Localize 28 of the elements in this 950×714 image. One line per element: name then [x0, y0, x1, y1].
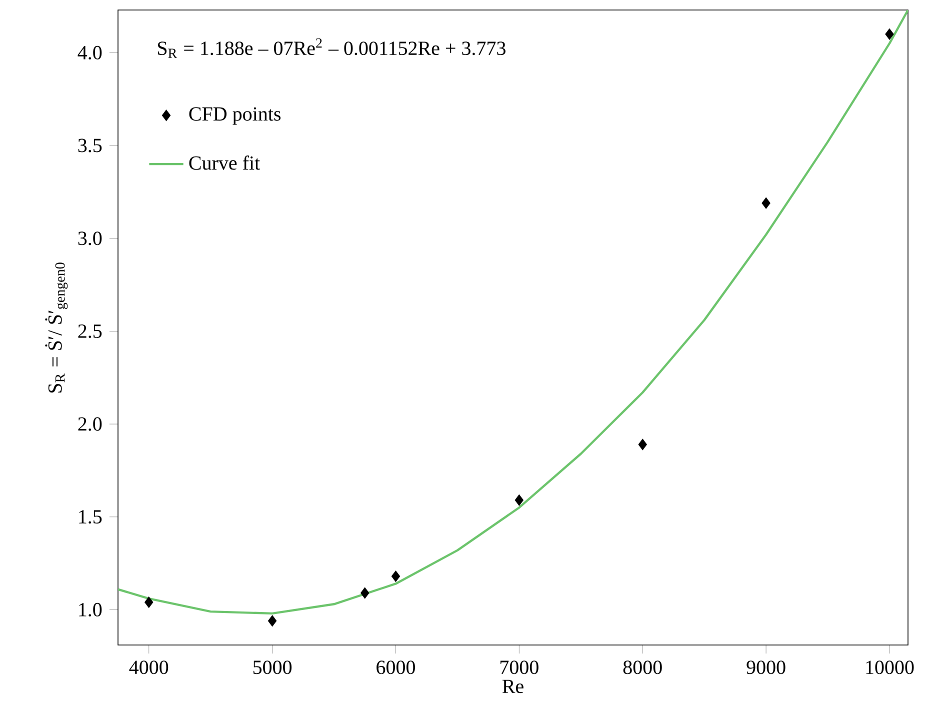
y-axis-title: S$_{R}$ = Ṡ′/ Ṡ′$_{gengen0}$ — [45, 262, 68, 393]
legend-label: CFD points — [189, 107, 281, 125]
point — [360, 587, 370, 599]
annotation: S$_{R}$ = 1.188e – 07Re$^{2}$ – 0.001152Re + 3.773 — [158, 38, 506, 58]
x-tick-label: 9000 — [746, 660, 786, 674]
point — [638, 438, 647, 450]
x-tick-label: 4000 — [129, 660, 168, 674]
point — [391, 570, 400, 582]
x-axis-title: Re — [502, 680, 524, 694]
y-tick-label: 3.5 — [78, 138, 102, 152]
x-tick-label: 5000 — [253, 660, 292, 674]
y-tick-label: 2.5 — [78, 324, 102, 338]
x-tick-label: 8000 — [623, 660, 662, 674]
x-tick-label: 7000 — [500, 660, 538, 674]
point — [762, 198, 770, 209]
y-tick-label: 2.0 — [78, 417, 102, 431]
y-tick-label: 1.0 — [79, 602, 102, 617]
x-tick-label: 6000 — [376, 660, 415, 674]
point — [885, 28, 894, 40]
point — [144, 596, 154, 608]
point — [514, 494, 524, 506]
y-tick-label: 3.0 — [78, 232, 102, 246]
y-tick-label: 1.5 — [79, 510, 102, 524]
point — [268, 615, 277, 626]
legend-label: Curve fit — [189, 156, 260, 170]
y-tick-label: 4.0 — [78, 46, 102, 60]
line-series — [118, 10, 908, 615]
x-tick-label: 10000 — [866, 660, 914, 674]
